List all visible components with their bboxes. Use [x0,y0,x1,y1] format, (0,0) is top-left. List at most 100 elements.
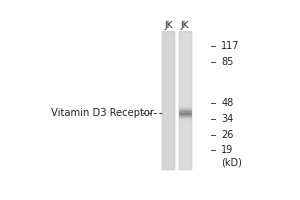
Bar [179,153,191,154]
Bar [179,45,191,47]
Bar [179,115,191,116]
Bar [163,111,175,113]
Bar [163,154,175,155]
Bar [163,147,175,148]
Bar [179,165,191,167]
Bar [163,157,175,159]
Bar [163,31,175,33]
Bar [163,135,175,137]
Bar [163,57,175,58]
Bar [163,34,175,35]
Bar [163,51,175,52]
Bar [163,112,175,114]
Bar [163,46,175,48]
Bar [179,162,191,163]
Bar [179,119,191,121]
Bar [179,39,191,41]
Text: 48: 48 [221,98,233,108]
Bar [179,90,191,92]
Bar [179,36,191,37]
Bar [179,82,191,84]
Bar [179,94,191,95]
Bar [163,109,175,110]
Bar [179,61,191,63]
Bar [163,67,175,69]
Bar [179,120,191,122]
Bar [179,158,191,160]
Bar [163,42,175,43]
Bar [179,117,191,118]
Bar [163,164,175,166]
Bar [163,64,175,65]
Bar [179,160,191,161]
Bar [163,145,175,146]
Bar [163,161,175,162]
Bar [179,109,191,110]
Bar [179,108,191,109]
Bar [163,74,175,76]
Bar [179,104,191,106]
Bar [179,42,191,43]
Bar [179,46,191,48]
Bar [179,121,191,123]
Bar [163,58,175,59]
Bar [179,156,191,158]
Bar [179,131,191,132]
Bar [179,56,191,57]
Bar [163,162,175,163]
Bar [163,116,175,117]
Bar [179,100,191,101]
Bar [179,163,191,165]
Bar [179,140,191,141]
Bar [163,104,175,106]
Bar [179,70,191,71]
Bar [179,127,191,129]
Bar [163,133,175,134]
Bar [179,98,191,100]
Bar [163,155,175,156]
Bar [179,116,191,117]
Bar [163,121,175,123]
Bar [163,66,175,68]
Bar [179,75,191,77]
Bar [179,103,191,104]
Bar [179,52,191,54]
Bar [163,52,175,54]
Bar [179,161,191,162]
Bar [163,131,175,132]
Bar [179,65,191,66]
Bar [163,127,175,129]
Bar [179,112,191,114]
Text: 34: 34 [221,114,233,124]
Bar [179,152,191,153]
Bar [163,72,175,73]
Bar [179,80,191,81]
Bar [163,44,175,46]
Bar [179,88,191,89]
Bar [163,65,175,66]
Bar [163,71,175,72]
Bar [163,94,175,95]
Bar [179,138,191,139]
Bar [179,59,191,61]
Bar [163,41,175,42]
Bar [179,33,191,34]
Bar [179,58,191,59]
Text: JK: JK [181,21,189,30]
Bar [179,96,191,98]
Bar [179,134,191,136]
Bar [179,41,191,42]
Bar [163,49,175,50]
Bar [163,108,175,109]
Bar [179,126,191,128]
Bar [179,50,191,51]
Bar [179,53,191,55]
Bar [179,43,191,44]
Bar [179,167,191,168]
Bar [163,82,175,84]
Bar [163,119,175,121]
Bar [163,141,175,143]
Bar [179,73,191,74]
Bar [179,95,191,96]
Bar [179,81,191,83]
